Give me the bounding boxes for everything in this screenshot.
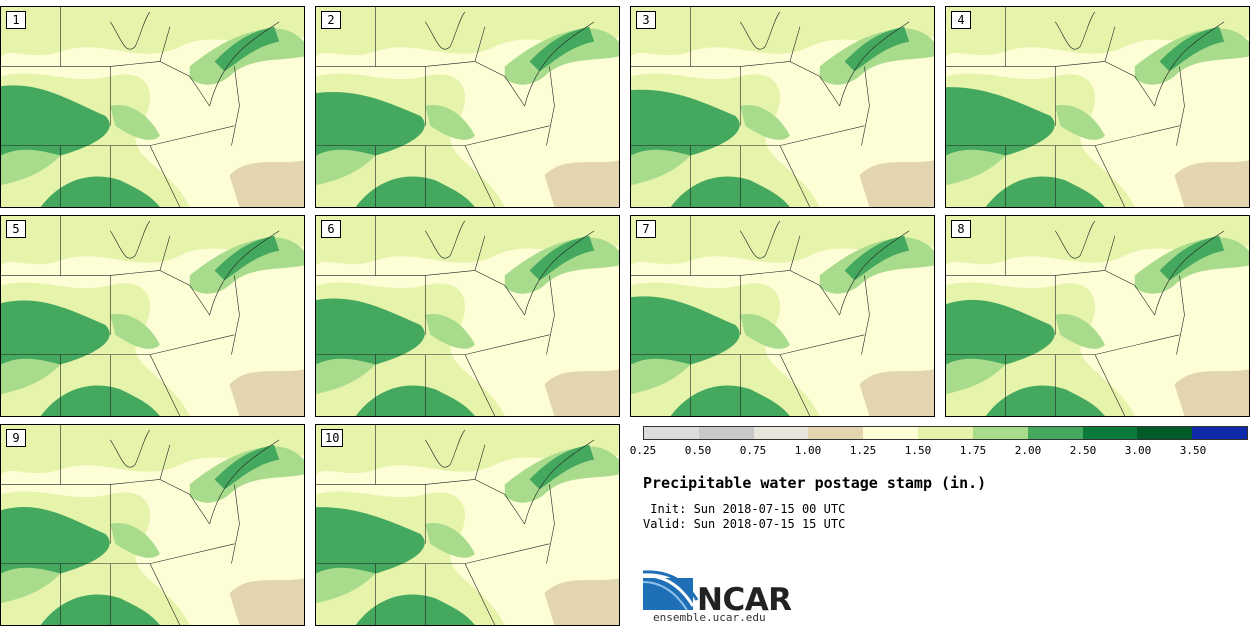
stamp-panel-6: 6 bbox=[315, 215, 620, 417]
stamp-panel-4: 4 bbox=[945, 6, 1250, 208]
stamp-panel-5: 5 bbox=[0, 215, 305, 417]
colorbar-segment bbox=[753, 427, 809, 439]
colorbar-tick-labels: 0.25 0.50 0.75 1.00 1.25 1.50 1.75 2.00 2.50 3.00… bbox=[630, 444, 1248, 458]
tick-label: 2.50 bbox=[1069, 444, 1097, 457]
stamp-number: 3 bbox=[636, 11, 656, 29]
tick-label: 2.00 bbox=[1014, 444, 1042, 457]
precip-map bbox=[316, 7, 619, 207]
precip-map bbox=[1, 425, 304, 625]
init-time: Init: Sun 2018-07-15 00 UTC bbox=[643, 502, 846, 516]
colorbar-segment bbox=[972, 427, 1028, 439]
ncar-logo-text: NCAR bbox=[697, 582, 792, 618]
colorbar-segment bbox=[863, 427, 919, 439]
colorbar-segment bbox=[1082, 427, 1138, 439]
tick-label: 3.00 bbox=[1124, 444, 1152, 457]
stamp-number: 9 bbox=[6, 429, 26, 447]
colorbar bbox=[643, 426, 1248, 440]
tick-label: 1.75 bbox=[959, 444, 987, 457]
stamp-number: 5 bbox=[6, 220, 26, 238]
precip-map bbox=[631, 216, 934, 416]
stamp-number: 10 bbox=[321, 429, 344, 447]
colorbar-segment bbox=[1137, 427, 1193, 439]
stamp-number: 4 bbox=[951, 11, 971, 29]
colorbar-segment bbox=[698, 427, 754, 439]
colorbar-segment bbox=[918, 427, 973, 439]
stamp-number: 1 bbox=[6, 11, 26, 29]
precip-map bbox=[631, 7, 934, 207]
tick-label: 1.50 bbox=[904, 444, 932, 457]
stamp-panel-2: 2 bbox=[315, 6, 620, 208]
url-text: ensemble.ucar.edu bbox=[653, 611, 766, 624]
stamp-number: 2 bbox=[321, 11, 341, 29]
colorbar-segment bbox=[808, 427, 864, 439]
tick-label: 1.00 bbox=[794, 444, 822, 457]
valid-time: Valid: Sun 2018-07-15 15 UTC bbox=[643, 517, 846, 531]
stamp-panel-9: 9 bbox=[0, 424, 305, 626]
tick-label: 1.25 bbox=[849, 444, 877, 457]
chart-title: Precipitable water postage stamp (in.) bbox=[643, 474, 987, 492]
stamp-number: 7 bbox=[636, 220, 656, 238]
stamp-number: 6 bbox=[321, 220, 341, 238]
precip-map bbox=[1, 7, 304, 207]
stamp-panel-3: 3 bbox=[630, 6, 935, 208]
stamp-number: 8 bbox=[951, 220, 971, 238]
tick-label: 0.75 bbox=[739, 444, 767, 457]
colorbar-segment bbox=[1192, 427, 1247, 439]
stamp-panel-8: 8 bbox=[945, 215, 1250, 417]
colorbar-segment bbox=[644, 427, 699, 439]
precip-map bbox=[946, 7, 1249, 207]
tick-label: 0.50 bbox=[684, 444, 712, 457]
precip-map bbox=[946, 216, 1249, 416]
stamp-panel-1: 1 bbox=[0, 6, 305, 208]
stamp-panel-10: 10 bbox=[315, 424, 620, 626]
precip-map bbox=[1, 216, 304, 416]
precip-map bbox=[316, 216, 619, 416]
tick-label: 0.25 bbox=[629, 444, 657, 457]
colorbar-segment bbox=[1027, 427, 1083, 439]
precip-map bbox=[316, 425, 619, 625]
ncar-logo-icon bbox=[643, 570, 699, 611]
tick-label: 3.50 bbox=[1179, 444, 1207, 457]
stamp-panel-7: 7 bbox=[630, 215, 935, 417]
